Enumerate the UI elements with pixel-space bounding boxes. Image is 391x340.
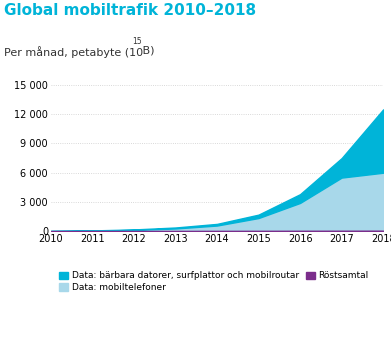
Legend: Data: bärbara datorer, surfplattor och mobilroutar, Data: mobiltelefoner, Röstsa: Data: bärbara datorer, surfplattor och m…: [56, 268, 373, 296]
Text: Per månad, petabyte (10: Per månad, petabyte (10: [4, 46, 143, 58]
Text: Global mobiltrafik 2010–2018: Global mobiltrafik 2010–2018: [4, 3, 256, 18]
Text: B): B): [139, 46, 154, 56]
Text: 15: 15: [132, 37, 142, 46]
